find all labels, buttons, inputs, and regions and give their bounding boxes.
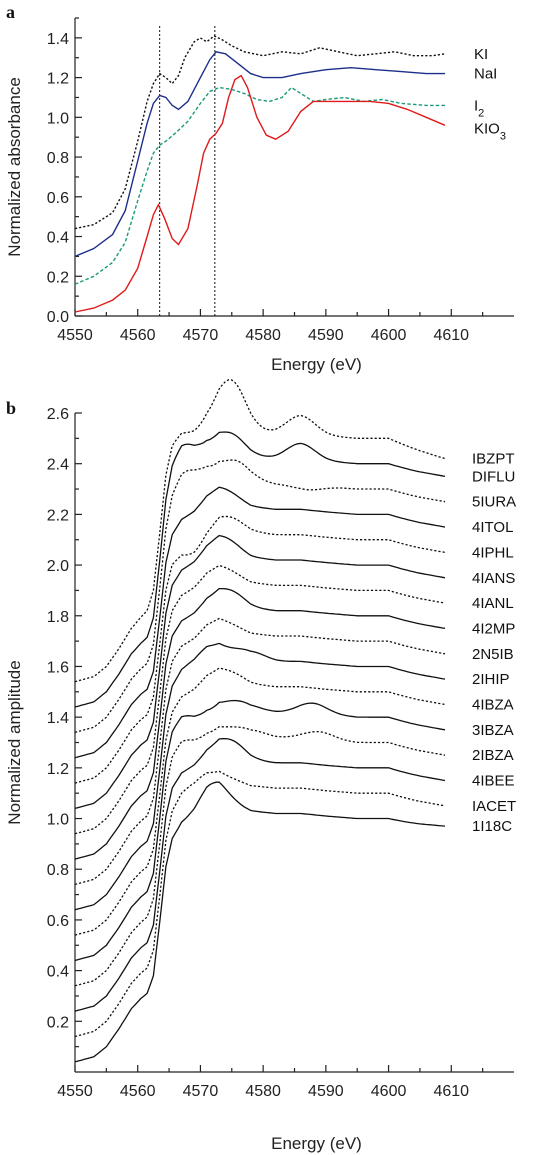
series-label: IBZPT <box>472 451 515 468</box>
y-axis-title: Normalized amplitude <box>5 660 24 824</box>
series-line-ki <box>74 35 446 230</box>
series-label: DIFLU <box>472 468 515 485</box>
series-label: KIO3 <box>474 120 506 142</box>
y-tick-label: 2.6 <box>47 406 69 423</box>
series-line-kio3 <box>74 74 446 313</box>
x-tick-label: 4590 <box>308 1083 344 1100</box>
y-tick-label: 0.4 <box>47 230 69 247</box>
series-label: 4I2MP <box>472 620 515 637</box>
series-label: NaI <box>474 66 497 83</box>
x-tick-label: 4590 <box>308 327 344 344</box>
series-line-nai <box>74 51 445 258</box>
series-line-ibzpt <box>74 379 446 683</box>
y-tick-label: 2.2 <box>47 507 69 524</box>
series-line-4ibza <box>74 667 446 936</box>
series-line-4iphl <box>74 515 446 784</box>
series-label: 5IURA <box>472 494 516 511</box>
series-label: IACET <box>472 798 516 815</box>
series-line-diflu <box>74 431 446 708</box>
series-label: KI <box>474 46 488 63</box>
x-tick-label: 4580 <box>245 1083 281 1100</box>
series-label: 4IANS <box>472 570 515 587</box>
x-tick-label: 4550 <box>57 327 93 344</box>
y-tick-label: 0.6 <box>47 190 69 207</box>
x-tick-label: 4610 <box>433 327 469 344</box>
x-tick-label: 4570 <box>183 327 219 344</box>
series-label: 2IHIP <box>472 671 510 688</box>
y-tick-label: 1.6 <box>47 659 69 676</box>
y-tick-label: 1.2 <box>47 761 69 778</box>
series-line-4itol <box>74 486 446 759</box>
series-label: 4IPHL <box>472 544 514 561</box>
y-tick-label: 0.6 <box>47 913 69 930</box>
series-line-2ibza <box>74 726 446 987</box>
series-label: 2N5IB <box>472 646 514 663</box>
series-label: 4IANL <box>472 595 514 612</box>
series-label: 1I18C <box>472 818 512 835</box>
y-tick-label: 0.2 <box>47 269 69 286</box>
y-axis-title: Normalized absorbance <box>5 77 24 257</box>
x-tick-label: 4600 <box>371 327 407 344</box>
x-tick-label: 4550 <box>57 1083 93 1100</box>
y-tick-label: 1.0 <box>47 812 69 829</box>
x-tick-label: 4560 <box>120 327 156 344</box>
x-tick-label: 4580 <box>245 327 281 344</box>
panel-a-chart: a 0.0 0.2 0.4 0.6 0.8 1.0 1.2 1.4 4550 4560 4570 458… <box>5 2 514 374</box>
y-tick-label: 1.0 <box>47 110 69 127</box>
x-tick-label: 4600 <box>371 1083 407 1100</box>
y-tick-label: 0.4 <box>47 964 69 981</box>
y-tick-label: 2.4 <box>47 457 69 474</box>
y-tick-label: 0.0 <box>47 309 69 326</box>
x-tick-label: 4570 <box>183 1083 219 1100</box>
series-line-5iura <box>74 459 446 734</box>
panel-letter: b <box>6 398 16 418</box>
y-tick-label: 0.8 <box>47 150 69 167</box>
x-axis-title: Energy (eV) <box>271 355 362 374</box>
series-line-4ibee <box>74 737 446 1012</box>
y-tick-label: 1.4 <box>47 31 69 48</box>
series-label: 4IBEE <box>472 773 515 790</box>
series-label: 3IBZA <box>472 722 514 739</box>
series-line-4ians <box>74 534 446 810</box>
x-tick-label: 4560 <box>120 1083 156 1100</box>
series-line-iacet <box>74 770 446 1038</box>
y-tick-label: 0.8 <box>47 862 69 879</box>
series-line-3ibza <box>74 699 446 962</box>
series-line-1i18c <box>74 781 446 1063</box>
x-tick-label: 4610 <box>433 1083 469 1100</box>
series-label: 2IBZA <box>472 747 514 764</box>
series-line-4i2mp <box>74 587 446 860</box>
x-axis-title: Energy (eV) <box>271 1134 362 1153</box>
panel-letter: a <box>6 2 15 22</box>
y-tick-label: 1.8 <box>47 609 69 626</box>
y-tick-label: 1.4 <box>47 710 69 727</box>
series-label: 4IBZA <box>472 696 514 713</box>
series-line-2n5ib <box>74 617 446 886</box>
series-line-2ihip <box>74 642 446 911</box>
series-label: 4ITOL <box>472 519 513 536</box>
series-line-4ianl <box>74 564 446 835</box>
panel-b-chart: b 0.2 0.4 0.6 0.8 1.0 1.2 1.4 1.6 1.8 2.0 2.2 2.4 2.6… <box>5 379 516 1153</box>
series-label: I2 <box>474 97 484 119</box>
y-tick-label: 1.2 <box>47 71 69 88</box>
series-line-i2 <box>74 86 445 285</box>
y-tick-label: 0.2 <box>47 1014 69 1031</box>
y-tick-label: 2.0 <box>47 558 69 575</box>
